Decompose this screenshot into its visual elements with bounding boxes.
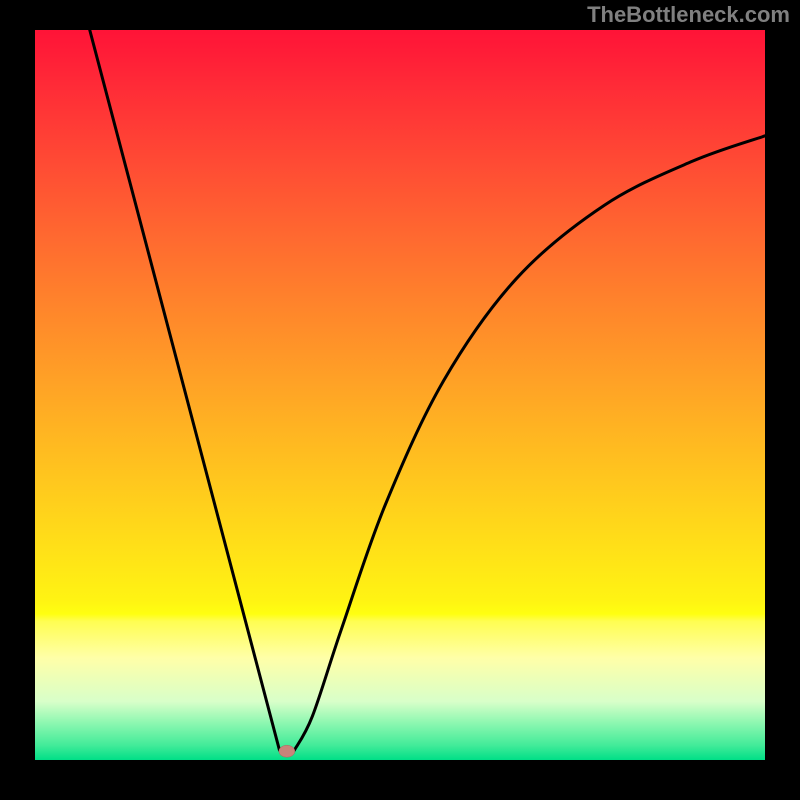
chart-container: TheBottleneck.com — [0, 0, 800, 800]
watermark-text: TheBottleneck.com — [587, 2, 790, 28]
chart-svg — [0, 0, 800, 800]
plot-background — [35, 30, 765, 760]
valley-marker — [279, 745, 295, 757]
